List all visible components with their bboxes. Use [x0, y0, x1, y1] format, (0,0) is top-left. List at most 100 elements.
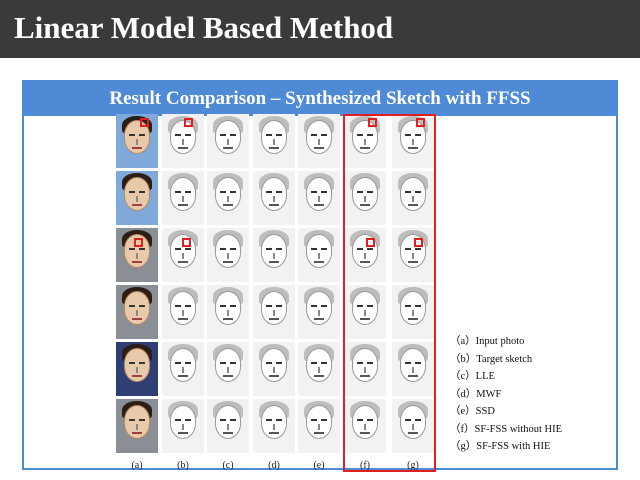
mouth-shape: [360, 204, 370, 206]
eye-shape: [405, 305, 411, 307]
face-shape: [400, 405, 426, 439]
nose-shape: [364, 139, 366, 145]
eye-shape: [230, 419, 236, 421]
nose-shape: [136, 424, 138, 430]
sketch-image: [253, 342, 295, 396]
eye-shape: [311, 134, 317, 136]
eye-shape: [185, 305, 191, 307]
input-photo-image: [116, 342, 158, 396]
region-marker: [416, 118, 425, 127]
eye-shape: [357, 305, 363, 307]
eye-shape: [367, 248, 373, 250]
nose-shape: [273, 196, 275, 202]
column-label: (f): [360, 460, 370, 471]
mouth-shape: [269, 318, 279, 320]
nose-shape: [182, 139, 184, 145]
sketch-image: [392, 399, 434, 453]
region-marker: [366, 238, 375, 247]
sketch-image: [162, 285, 204, 339]
eye-shape: [405, 362, 411, 364]
sketch-image: [344, 285, 386, 339]
region-marker: [368, 118, 377, 127]
eye-shape: [230, 191, 236, 193]
nose-shape: [412, 139, 414, 145]
eye-shape: [175, 419, 181, 421]
nose-shape: [136, 139, 138, 145]
eye-shape: [129, 362, 135, 364]
mouth-shape: [223, 375, 233, 377]
legend-item-ssd: （e）SSD: [450, 406, 495, 417]
sketch-image: [344, 171, 386, 225]
sketch-image: [207, 114, 249, 168]
nose-shape: [227, 310, 229, 316]
sketch-image: [207, 285, 249, 339]
sketch-image: [253, 399, 295, 453]
eye-shape: [266, 134, 272, 136]
mouth-shape: [132, 432, 142, 434]
nose-shape: [136, 196, 138, 202]
sketch-image: [253, 228, 295, 282]
nose-shape: [136, 253, 138, 259]
nose-shape: [273, 139, 275, 145]
eye-shape: [415, 305, 421, 307]
mouth-shape: [360, 261, 370, 263]
mouth-shape: [132, 204, 142, 206]
mouth-shape: [223, 204, 233, 206]
nose-shape: [182, 253, 184, 259]
nose-shape: [182, 310, 184, 316]
eye-shape: [405, 248, 411, 250]
eye-shape: [266, 419, 272, 421]
eye-shape: [139, 191, 145, 193]
eye-shape: [139, 248, 145, 250]
eye-shape: [175, 248, 181, 250]
input-photo-image: [116, 228, 158, 282]
column-label: (d): [268, 460, 280, 471]
mouth-shape: [408, 204, 418, 206]
mouth-shape: [269, 432, 279, 434]
eye-shape: [367, 134, 373, 136]
slide-title: Linear Model Based Method: [14, 10, 394, 45]
face-comparison-grid: [116, 114, 439, 456]
mouth-shape: [178, 318, 188, 320]
eye-shape: [220, 248, 226, 250]
legend-item-sf-fss-without-hie: （f）SF-FSS without HIE: [450, 423, 563, 435]
eye-shape: [266, 248, 272, 250]
eye-shape: [175, 134, 181, 136]
column-label: (c): [222, 460, 234, 471]
mouth-shape: [223, 147, 233, 149]
mouth-shape: [223, 318, 233, 320]
nose-shape: [318, 139, 320, 145]
mouth-shape: [360, 375, 370, 377]
mouth-shape: [408, 261, 418, 263]
eye-shape: [357, 191, 363, 193]
eye-shape: [276, 248, 282, 250]
input-photo-image: [116, 285, 158, 339]
mouth-shape: [178, 432, 188, 434]
nose-shape: [364, 253, 366, 259]
eye-shape: [415, 191, 421, 193]
nose-shape: [318, 196, 320, 202]
eye-shape: [321, 305, 327, 307]
mouth-shape: [132, 147, 142, 149]
eye-shape: [175, 191, 181, 193]
nose-shape: [412, 367, 414, 373]
nose-shape: [182, 367, 184, 373]
nose-shape: [412, 253, 414, 259]
eye-shape: [276, 419, 282, 421]
sketch-image: [392, 342, 434, 396]
eye-shape: [415, 248, 421, 250]
nose-shape: [318, 253, 320, 259]
mouth-shape: [408, 147, 418, 149]
nose-shape: [182, 424, 184, 430]
column-label: (g): [407, 460, 419, 471]
eye-shape: [367, 419, 373, 421]
nose-shape: [412, 310, 414, 316]
nose-shape: [318, 310, 320, 316]
sketch-image: [162, 399, 204, 453]
panel-title: Result Comparison – Synthesized Sketch w…: [109, 88, 531, 109]
mouth-shape: [314, 204, 324, 206]
region-marker: [414, 238, 423, 247]
eye-shape: [185, 419, 191, 421]
eye-shape: [139, 305, 145, 307]
eye-shape: [415, 362, 421, 364]
